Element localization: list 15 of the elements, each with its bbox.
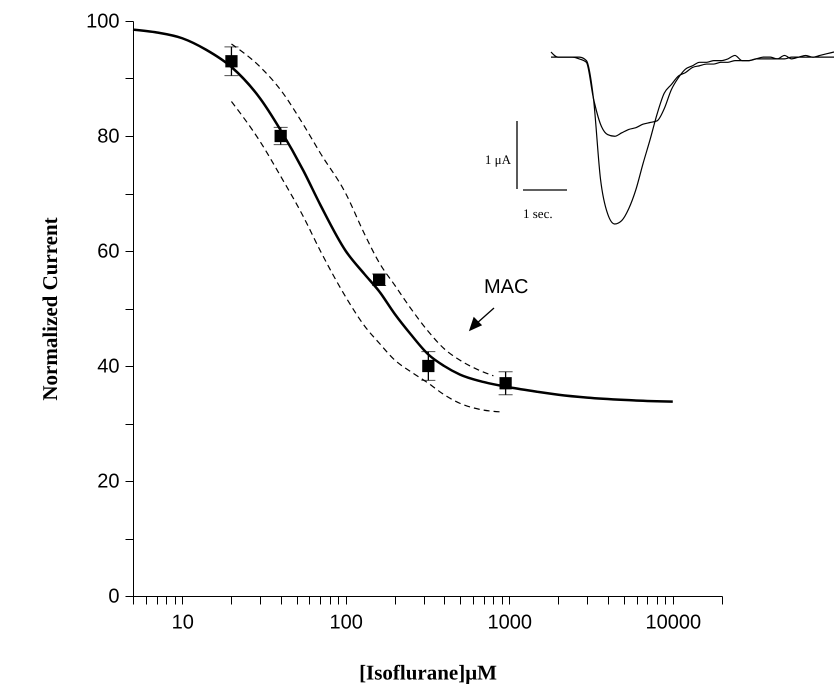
y-tick-label: 60 bbox=[97, 240, 120, 262]
y-tick-label: 0 bbox=[108, 586, 120, 608]
x-tick-label: 100 bbox=[330, 612, 363, 634]
y-tick-label: 100 bbox=[86, 10, 120, 32]
annotation: MAC bbox=[484, 276, 528, 298]
x-axis-title: [Isoflurane]μM bbox=[359, 660, 498, 684]
x-tick-label: 10 bbox=[172, 612, 194, 634]
annotation: 1 sec. bbox=[523, 206, 553, 221]
y-tick-label: 40 bbox=[97, 356, 120, 378]
y-tick-label: 20 bbox=[97, 470, 120, 492]
annotation: 1 μA bbox=[484, 152, 512, 167]
y-tick-label: 80 bbox=[97, 126, 120, 148]
x-tick-label: 1000 bbox=[488, 612, 532, 634]
y-axis-title: Normalized Current bbox=[38, 217, 62, 401]
x-tick-label: 10000 bbox=[645, 612, 702, 634]
